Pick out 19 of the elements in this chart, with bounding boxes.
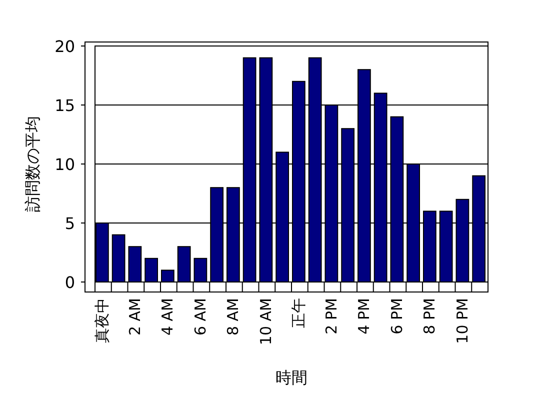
x-tick-label: 6 AM	[191, 298, 210, 336]
x-tick-label: 10 AM	[256, 298, 275, 346]
x-tick-label: 6 PM	[388, 298, 406, 334]
x-tick-label: 2 PM	[322, 298, 340, 334]
y-tick-label: 15	[54, 96, 75, 115]
y-tick-label: 0	[64, 273, 75, 292]
x-tick-label: 8 PM	[420, 298, 439, 334]
x-tick-label: 8 AM	[224, 298, 242, 336]
y-tick-label: 20	[54, 37, 75, 56]
x-tick-label: 4 PM	[355, 298, 374, 334]
y-axis-title: 訪問数の平均	[23, 116, 42, 212]
y-tick-label: 5	[64, 214, 75, 233]
x-tick-label: 正午	[290, 298, 308, 328]
x-tick-label: 2 AM	[126, 298, 144, 336]
x-tick-label: 10 PM	[453, 298, 472, 344]
y-tick-label: 10	[54, 155, 75, 174]
x-axis-title: 時間	[276, 368, 308, 387]
x-tick-label: 4 AM	[158, 298, 177, 336]
x-tick-label: 真夜中	[93, 298, 112, 343]
